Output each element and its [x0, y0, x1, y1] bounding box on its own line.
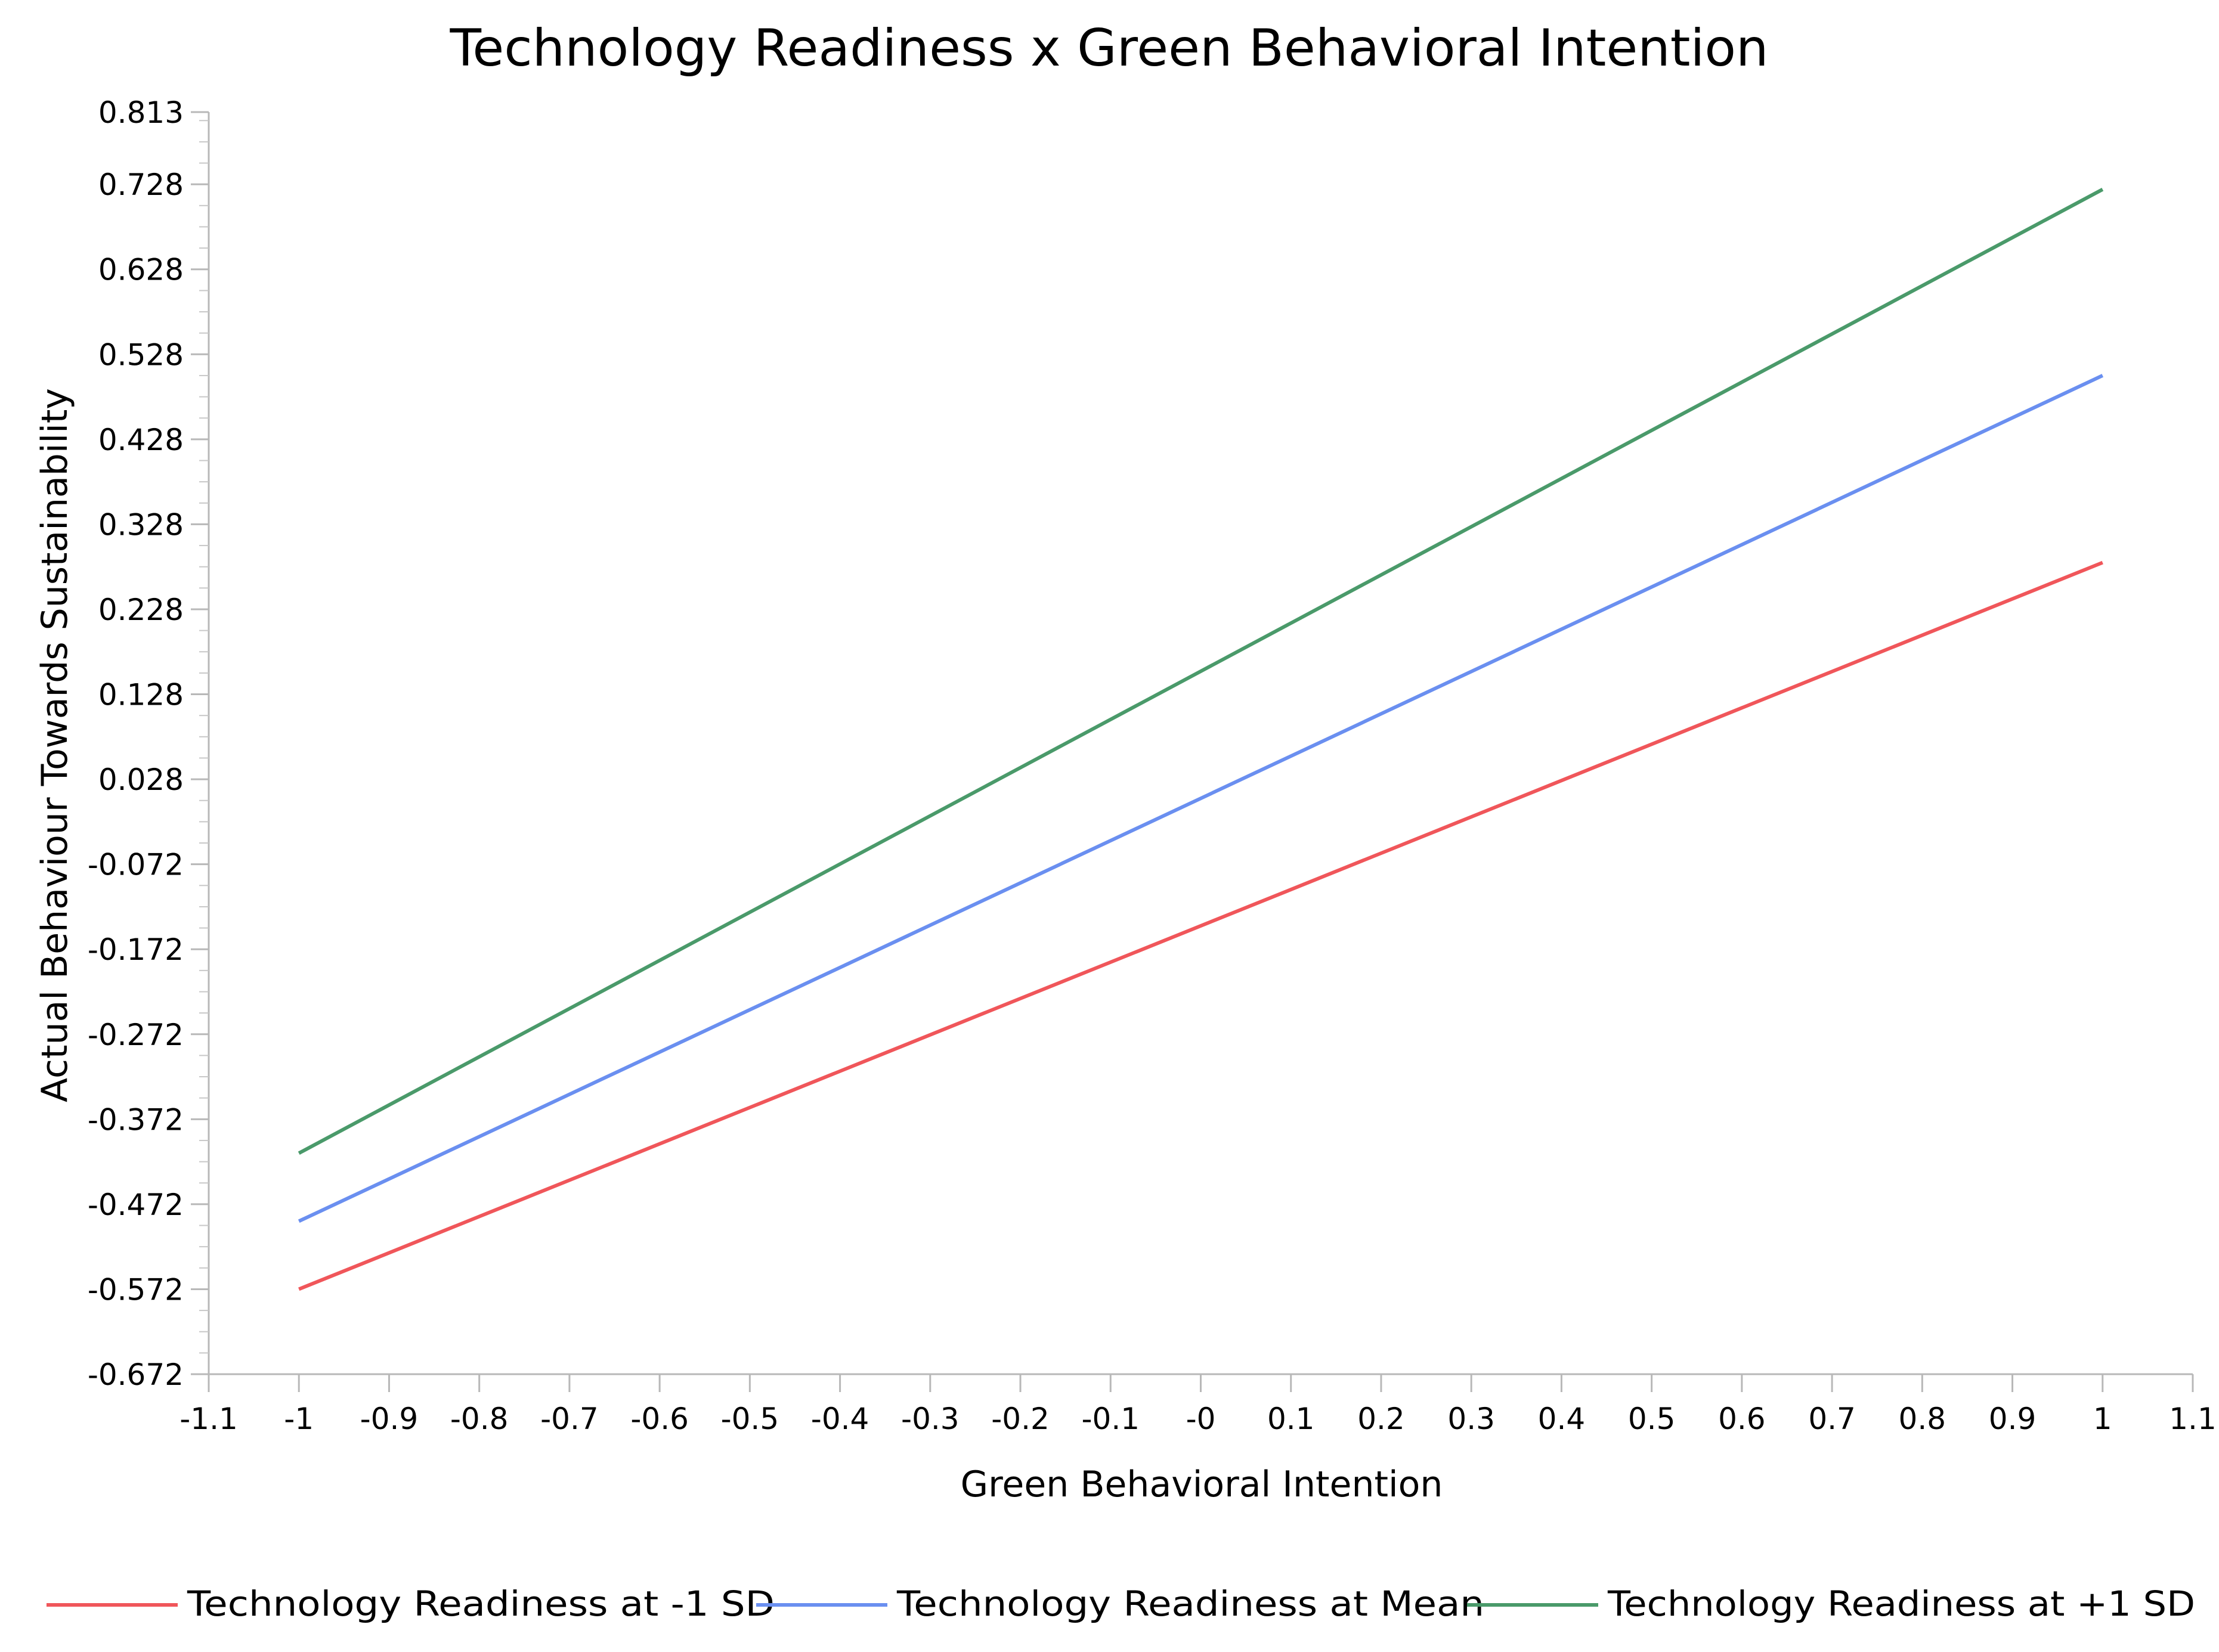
x-tick-label: 0.2: [1357, 1402, 1405, 1436]
x-tick-label: -0.8: [450, 1402, 509, 1436]
x-tick-label: 0.8: [1899, 1402, 1946, 1436]
y-tick-label: 0.813: [98, 95, 184, 130]
y-tick-label: -0.372: [88, 1102, 184, 1137]
x-axis-label: Green Behavioral Intention: [961, 1464, 1443, 1505]
x-tick-label: -0.9: [360, 1402, 419, 1436]
y-tick-label: -0.172: [88, 932, 184, 967]
x-tick-label: -0.2: [991, 1402, 1050, 1436]
legend-label-1: Technology Readiness at -1 SD: [187, 1583, 775, 1624]
y-tick-label: 0.128: [98, 678, 184, 712]
legend-label-2: Technology Readiness at Mean: [896, 1583, 1484, 1624]
x-tick-label: 1: [2093, 1402, 2112, 1436]
y-tick-label: 0.528: [98, 337, 184, 372]
y-tick-label: 0.728: [98, 168, 184, 202]
chart-title: Technology Readiness x Green Behavioral …: [450, 18, 1769, 78]
y-tick-label: -0.272: [88, 1018, 184, 1052]
series-line-1: [298, 560, 2103, 1291]
y-tick-label: 0.628: [98, 253, 184, 287]
series-line-2: [298, 374, 2104, 1223]
y-tick-label: 0.328: [98, 507, 184, 542]
x-tick-label: 0.4: [1538, 1402, 1586, 1436]
x-tick-label: -1.1: [179, 1402, 238, 1436]
y-tick-label: 0.428: [98, 423, 184, 457]
y-tick-label: -0.672: [88, 1357, 184, 1392]
x-tick-label: 0.3: [1447, 1402, 1495, 1436]
y-tick-label: 0.028: [98, 763, 184, 797]
x-tick-label: 0.1: [1267, 1402, 1315, 1436]
x-tick-label: 0.6: [1718, 1402, 1766, 1436]
x-tick-label: -0.4: [811, 1402, 869, 1436]
x-tick-label: -0.6: [630, 1402, 689, 1436]
legend: Technology Readiness at -1 SD Technology …: [47, 1583, 2195, 1624]
y-ticks: 0.813 0.728 0.628 0.528 0.428 0.328 0.228 0.128…: [88, 95, 209, 1392]
x-tick-label: -0: [1186, 1402, 1216, 1436]
x-tick-label: 0.5: [1628, 1402, 1676, 1436]
series-line-3: [298, 188, 2104, 1155]
x-ticks: -1.1 -1 -0.9 -0.8 -0.7 -0.6 -0.5 -0.4 -0.3 -0.2 -0…: [179, 1374, 2217, 1436]
y-tick-label: -0.572: [88, 1272, 184, 1307]
series-lines: [298, 188, 2104, 1291]
y-tick-label: -0.472: [88, 1188, 184, 1222]
y-axis-label: Actual Behaviour Towards Sustainability: [34, 388, 76, 1102]
x-tick-label: -1: [284, 1402, 314, 1436]
y-tick-label: -0.072: [88, 848, 184, 882]
x-tick-label: 0.7: [1808, 1402, 1856, 1436]
x-tick-label: -0.5: [721, 1402, 779, 1436]
x-tick-label: 1.1: [2169, 1402, 2217, 1436]
y-tick-label: 0.228: [98, 593, 184, 627]
x-tick-label: -0.3: [901, 1402, 960, 1436]
x-tick-label: -0.1: [1081, 1402, 1140, 1436]
x-tick-label: -0.7: [540, 1402, 599, 1436]
x-tick-label: 0.9: [1989, 1402, 2037, 1436]
legend-label-3: Technology Readiness at +1 SD: [1607, 1583, 2195, 1624]
